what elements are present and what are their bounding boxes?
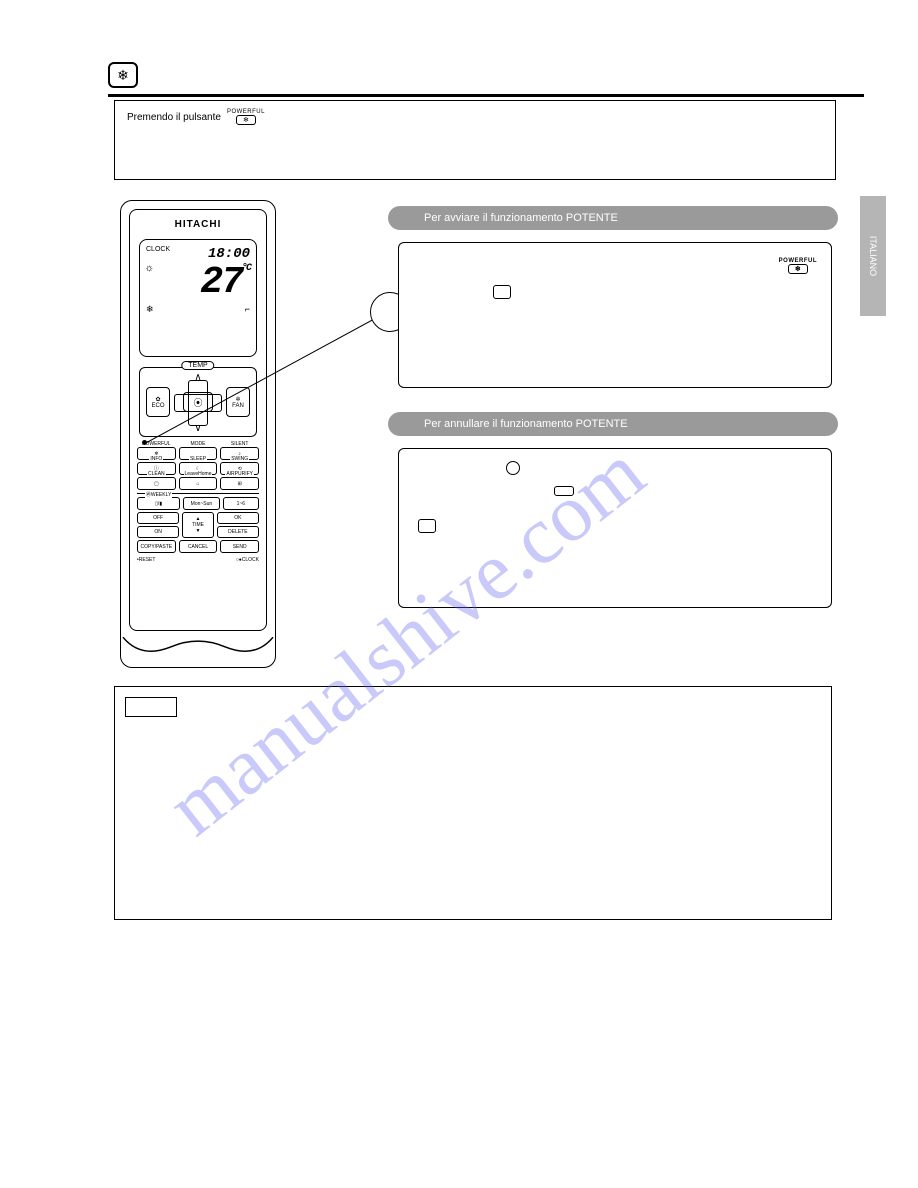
temp-unit: °C xyxy=(242,263,250,274)
cancel-option: ■ Premere il pulsante ⦿ (AVVIO/ARRESTO).… xyxy=(411,459,819,477)
cancel-button: CANCEL xyxy=(179,540,218,553)
intro-bullet: La modalità potente non è disponibile ne… xyxy=(145,158,823,168)
monsun-button: Mon~Sun xyxy=(183,497,219,510)
powerful-header-icon: ❄ xyxy=(108,62,138,88)
sun-icon: ☼ xyxy=(146,264,151,275)
time-button: ▲TIME▼ xyxy=(182,512,214,538)
intro-box: Premendo il pulsante POWERFUL ❄ (POTENTE… xyxy=(114,100,836,180)
off-button: OFF xyxy=(137,512,179,524)
callout-dot xyxy=(142,440,147,445)
on-button: ON xyxy=(137,526,179,538)
cancel-display: " ❄ " scompare dal display LCD. xyxy=(411,519,819,533)
button-grid: POWERFUL❄ MODE SILENT♪ INFOⓘ SLEEP☾ SWIN… xyxy=(137,447,259,565)
onesix-button: 1~6 xyxy=(223,497,259,510)
weekly-button: ⓌWEEKLY▯/▮ xyxy=(137,497,180,510)
temp-value: 27 xyxy=(200,261,242,304)
step-title: 1 Premere il pulsante (POTENTE) durante … xyxy=(411,253,819,279)
note-label: NOTA xyxy=(125,697,177,717)
language-tab: ITALIANO xyxy=(860,196,886,316)
callout-line xyxy=(144,318,384,444)
louver-screen-icon: ⌐ xyxy=(245,304,250,315)
page-number: – 119 – xyxy=(826,1136,862,1148)
temp-display: ☼ 27°C xyxy=(146,264,250,302)
section-start-body: 1 Premere il pulsante (POTENTE) durante … xyxy=(398,242,832,388)
intro-bullets: Durante il funzionamento POTENTE, dall'u… xyxy=(127,146,823,168)
intro-line: Premendo il pulsante POWERFUL ❄ (POTENTE… xyxy=(127,109,823,140)
powerful-button-icon: POWERFUL ❄ xyxy=(779,258,817,274)
clean-button: CLEAN▢ xyxy=(137,477,176,490)
note-item: Quando si seleziona la modalità SLEEP, l… xyxy=(141,725,821,747)
note-item: Per le unità del modello multiplo, il fu… xyxy=(141,811,821,822)
cancel-option: ■ Premere di nuovo il pulsante POWERFUL … xyxy=(411,479,819,497)
intro-post: (POTENTE), in modalità AUTOMATICA, CALDO… xyxy=(127,129,818,140)
section-start-header: Per avviare il funzionamento POTENTE xyxy=(388,206,838,230)
startstop-icon: ⦿ xyxy=(506,461,520,475)
step-bullet: Il funzionamento POTENTE termina tra 20 … xyxy=(427,305,819,325)
powerful-glyph-icon: ❄ xyxy=(236,115,256,125)
intro-bullet: Durante il funzionamento POTENTE, dall'u… xyxy=(145,146,823,156)
note-subitem: — poco prima dell'operazione di sbriname… xyxy=(151,781,821,792)
delete-button: DELETE xyxy=(217,526,259,538)
note-item: Dopo il riavvio automatico, il funzionam… xyxy=(141,796,821,807)
send-button: SEND xyxy=(220,540,259,553)
note-subitem: — se il condizionatore d'aria sta già fu… xyxy=(151,766,821,777)
leavehome-button: LeaveHome⌂ xyxy=(179,477,218,490)
page-title: FUNZIONAMENTO POTENTE xyxy=(146,67,339,83)
intro-pre: Premendo il pulsante xyxy=(127,112,221,123)
copypaste-button: COPY/PASTE xyxy=(137,540,176,553)
powerful-display-icon: ❄ xyxy=(418,519,436,533)
powerful-button-icon: POWERFUL ❄ xyxy=(227,109,265,125)
clock-value: 18:00 xyxy=(208,246,250,262)
airpurify-button: AIRPURIFY⊞ xyxy=(220,477,259,490)
powerful-button-icon: POWERFUL ❄ xyxy=(545,480,583,496)
remote-brand: HITACHI xyxy=(121,219,275,230)
cancel-result: Il funzionamento POTENTE si interrompe. xyxy=(411,507,819,517)
step-text: Premere il pulsante (POTENTE) durante il… xyxy=(429,260,772,272)
remote-foot xyxy=(121,637,275,667)
powerful-screen-icon: ❄ xyxy=(146,304,154,315)
note-list: Quando si seleziona la modalità SLEEP, l… xyxy=(141,725,821,822)
reset-label: •RESET xyxy=(137,557,155,563)
step-num: 1 xyxy=(411,253,423,279)
step-line: Viene visualizzato " ❄ " sul display LCD… xyxy=(411,285,819,299)
clock-button-label: ○●CLOCK xyxy=(236,557,259,563)
language-label: ITALIANO xyxy=(868,236,878,276)
page-header: ❄ FUNZIONAMENTO POTENTE xyxy=(108,62,864,97)
note-item: Durante il funzionamento POTENTE, la cap… xyxy=(141,751,821,762)
ok-button: OK xyxy=(217,512,259,524)
note-box: NOTA Quando si seleziona la modalità SLE… xyxy=(114,686,832,920)
powerful-display-icon: ❄ xyxy=(493,285,511,299)
clock-label: CLOCK xyxy=(146,246,170,262)
section-cancel-header: Per annullare il funzionamento POTENTE xyxy=(388,412,838,436)
section-cancel-body: ■ Premere il pulsante ⦿ (AVVIO/ARRESTO).… xyxy=(398,448,832,608)
